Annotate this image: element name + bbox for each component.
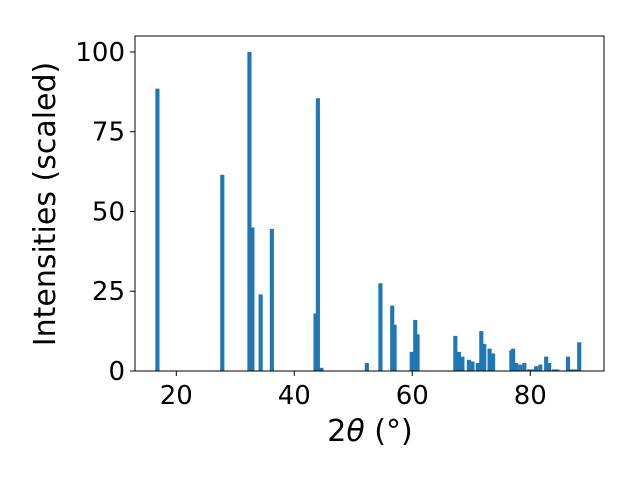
bar — [547, 363, 552, 371]
bar — [551, 369, 556, 371]
y-axis-ticks: 0 25 50 75 100 — [75, 38, 135, 387]
bar — [511, 348, 516, 371]
x-tick-label: 40 — [278, 381, 311, 411]
bar — [527, 369, 532, 371]
y-tick-label: 75 — [92, 118, 125, 148]
x-axis-ticks: 20 40 60 80 — [160, 371, 547, 411]
y-tick-label: 25 — [92, 277, 125, 307]
bar — [258, 294, 263, 371]
x-axis-title: 2θ (°) — [327, 414, 412, 449]
bar — [487, 348, 492, 371]
bar — [250, 227, 255, 371]
bar — [514, 363, 519, 371]
bar — [269, 229, 274, 371]
bar — [544, 356, 549, 371]
x-tick-label: 80 — [514, 381, 547, 411]
x-tick-label: 60 — [396, 381, 429, 411]
y-axis-title: Intensities (scaled) — [28, 62, 63, 347]
bar — [565, 356, 571, 371]
bar — [466, 359, 471, 371]
bar — [392, 324, 397, 371]
x-tick-label: 20 — [160, 381, 193, 411]
bar — [313, 313, 318, 371]
bar — [568, 369, 574, 371]
bar — [479, 331, 484, 371]
y-tick-label: 100 — [75, 38, 125, 68]
bar — [482, 343, 487, 371]
x-axis-title-theta: θ — [346, 414, 364, 449]
y-tick-label: 50 — [92, 197, 125, 227]
bar-series — [155, 51, 582, 372]
bar — [573, 369, 578, 371]
bar — [247, 51, 252, 371]
bar — [413, 319, 418, 371]
bar — [319, 367, 324, 371]
bar — [456, 351, 461, 371]
bar — [378, 283, 383, 371]
bar — [415, 334, 420, 371]
x-axis-title-unit: (°) — [365, 414, 413, 449]
bar — [155, 88, 160, 371]
bar — [530, 369, 535, 371]
bar — [555, 369, 560, 371]
bar — [491, 353, 496, 371]
bar — [364, 363, 369, 371]
bar — [577, 342, 582, 371]
bar — [390, 305, 395, 371]
plot-area-frame — [134, 35, 605, 372]
bar — [534, 366, 539, 371]
bar — [220, 174, 225, 371]
y-tick-label: 0 — [108, 357, 125, 387]
bar — [522, 363, 527, 371]
bar — [470, 361, 475, 371]
x-axis-title-prefix: 2 — [327, 414, 346, 449]
bar — [518, 364, 523, 371]
bar — [538, 364, 543, 371]
bar — [475, 363, 480, 371]
bar — [409, 351, 414, 371]
bar — [315, 98, 320, 372]
bar — [453, 335, 458, 371]
bar — [460, 356, 465, 371]
